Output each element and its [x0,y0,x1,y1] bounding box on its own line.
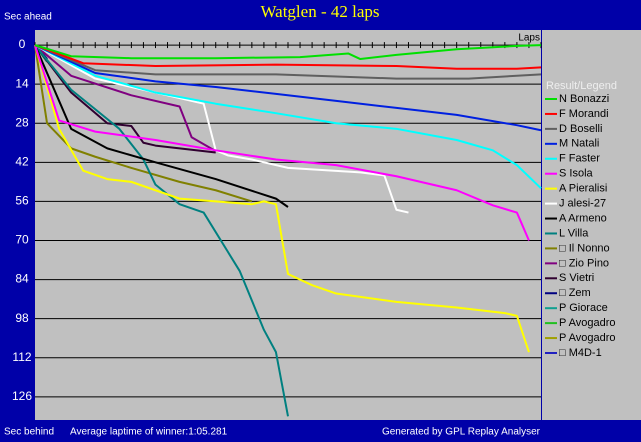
series-line [34,44,542,190]
series-line [34,44,542,80]
y-tick-label: 84 [15,272,29,286]
legend-label: □ M4D-1 [559,347,602,359]
series-line [34,44,289,417]
y-tick-label: 56 [15,194,29,208]
y-tick-label: 112 [12,350,31,364]
legend-label: J alesi-27 [559,197,606,209]
legend-title: Result/Legend [546,80,617,92]
y-tick-label: 28 [15,115,29,129]
legend-label: P Giorace [559,302,608,314]
legend-label: S Vietri [559,272,594,284]
legend-label: D Boselli [559,123,602,135]
y-tick-label: 126 [12,389,32,403]
legend-label: P Avogadro [559,317,615,329]
footer-right: Generated by GPL Replay Analyser [382,427,541,438]
legend-label: □ Il Nonno [559,242,610,254]
series-line [34,44,217,153]
legend-label: F Faster [559,153,600,165]
series-line [34,44,542,132]
series-line [34,44,216,154]
y-tick-label: 98 [15,311,29,325]
legend-label: □ Zem [559,287,591,299]
legend-label: S Isola [559,168,594,180]
y-tick-label: 14 [15,76,29,90]
legend-area [542,30,641,420]
chart-title: Watglen - 42 laps [260,2,379,21]
legend-label: □ Zio Pino [559,257,609,269]
legend-label: F Morandi [559,108,609,120]
series-line [34,44,542,61]
footer-left: Average laptime of winner:1:05.281 [70,427,228,438]
x-label: Laps [518,33,540,44]
series-line [34,44,542,70]
legend-label: A Armeno [559,212,607,224]
legend-label: L Villa [559,227,589,239]
y-tick-label: 70 [15,233,29,247]
y-label-bottom: Sec behind [4,427,54,438]
legend-label: A Pieralisi [559,183,607,195]
series-line [34,44,289,208]
series-line [34,44,530,241]
y-tick-label: 0 [19,37,26,51]
y-tick-label: 42 [15,154,29,168]
series-line [34,44,530,353]
legend-label: M Natali [559,138,599,150]
y-label-top: Sec ahead [4,12,52,23]
legend-label: N Bonazzi [559,93,609,105]
series-line [34,44,253,203]
legend-label: P Avogadro [559,332,615,344]
